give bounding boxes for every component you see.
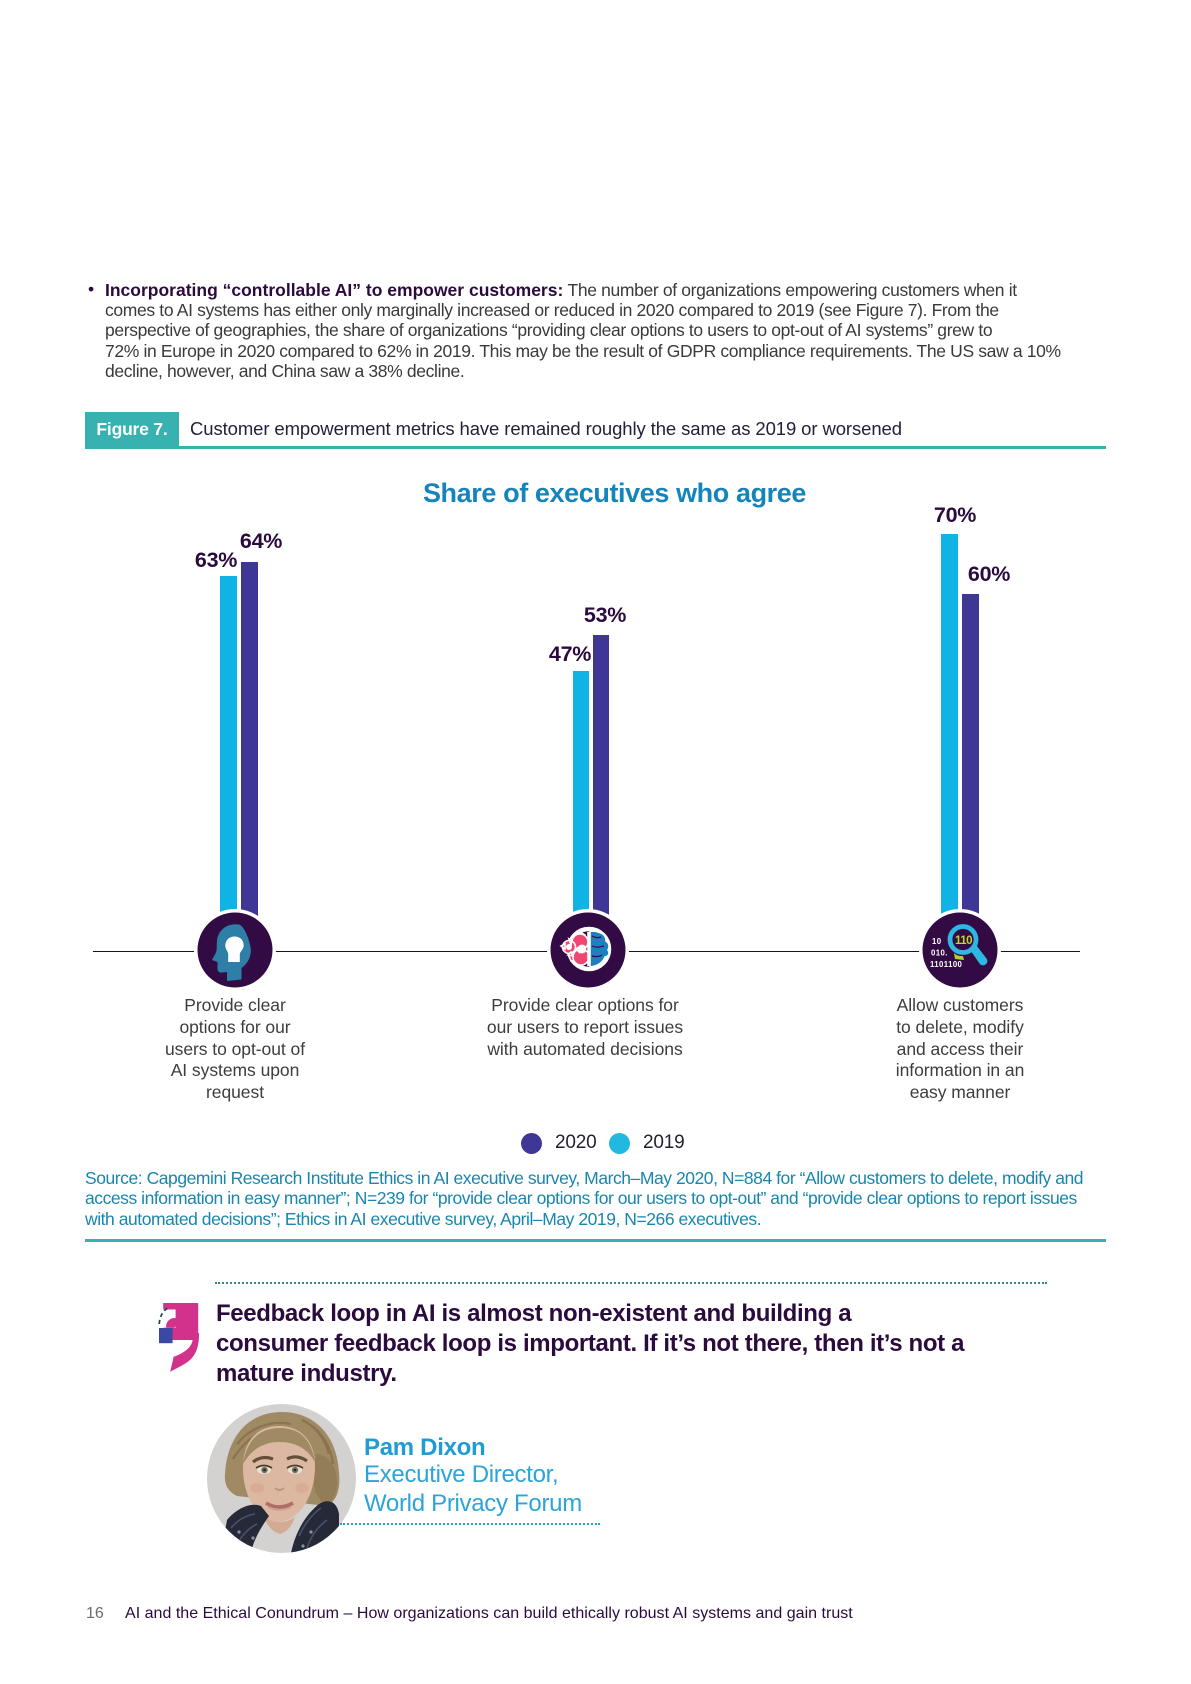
svg-text:010.: 010. (931, 948, 948, 957)
svg-text:1101100: 1101100 (930, 960, 963, 969)
svg-text:10: 10 (932, 937, 942, 946)
svg-text:110: 110 (955, 935, 972, 947)
